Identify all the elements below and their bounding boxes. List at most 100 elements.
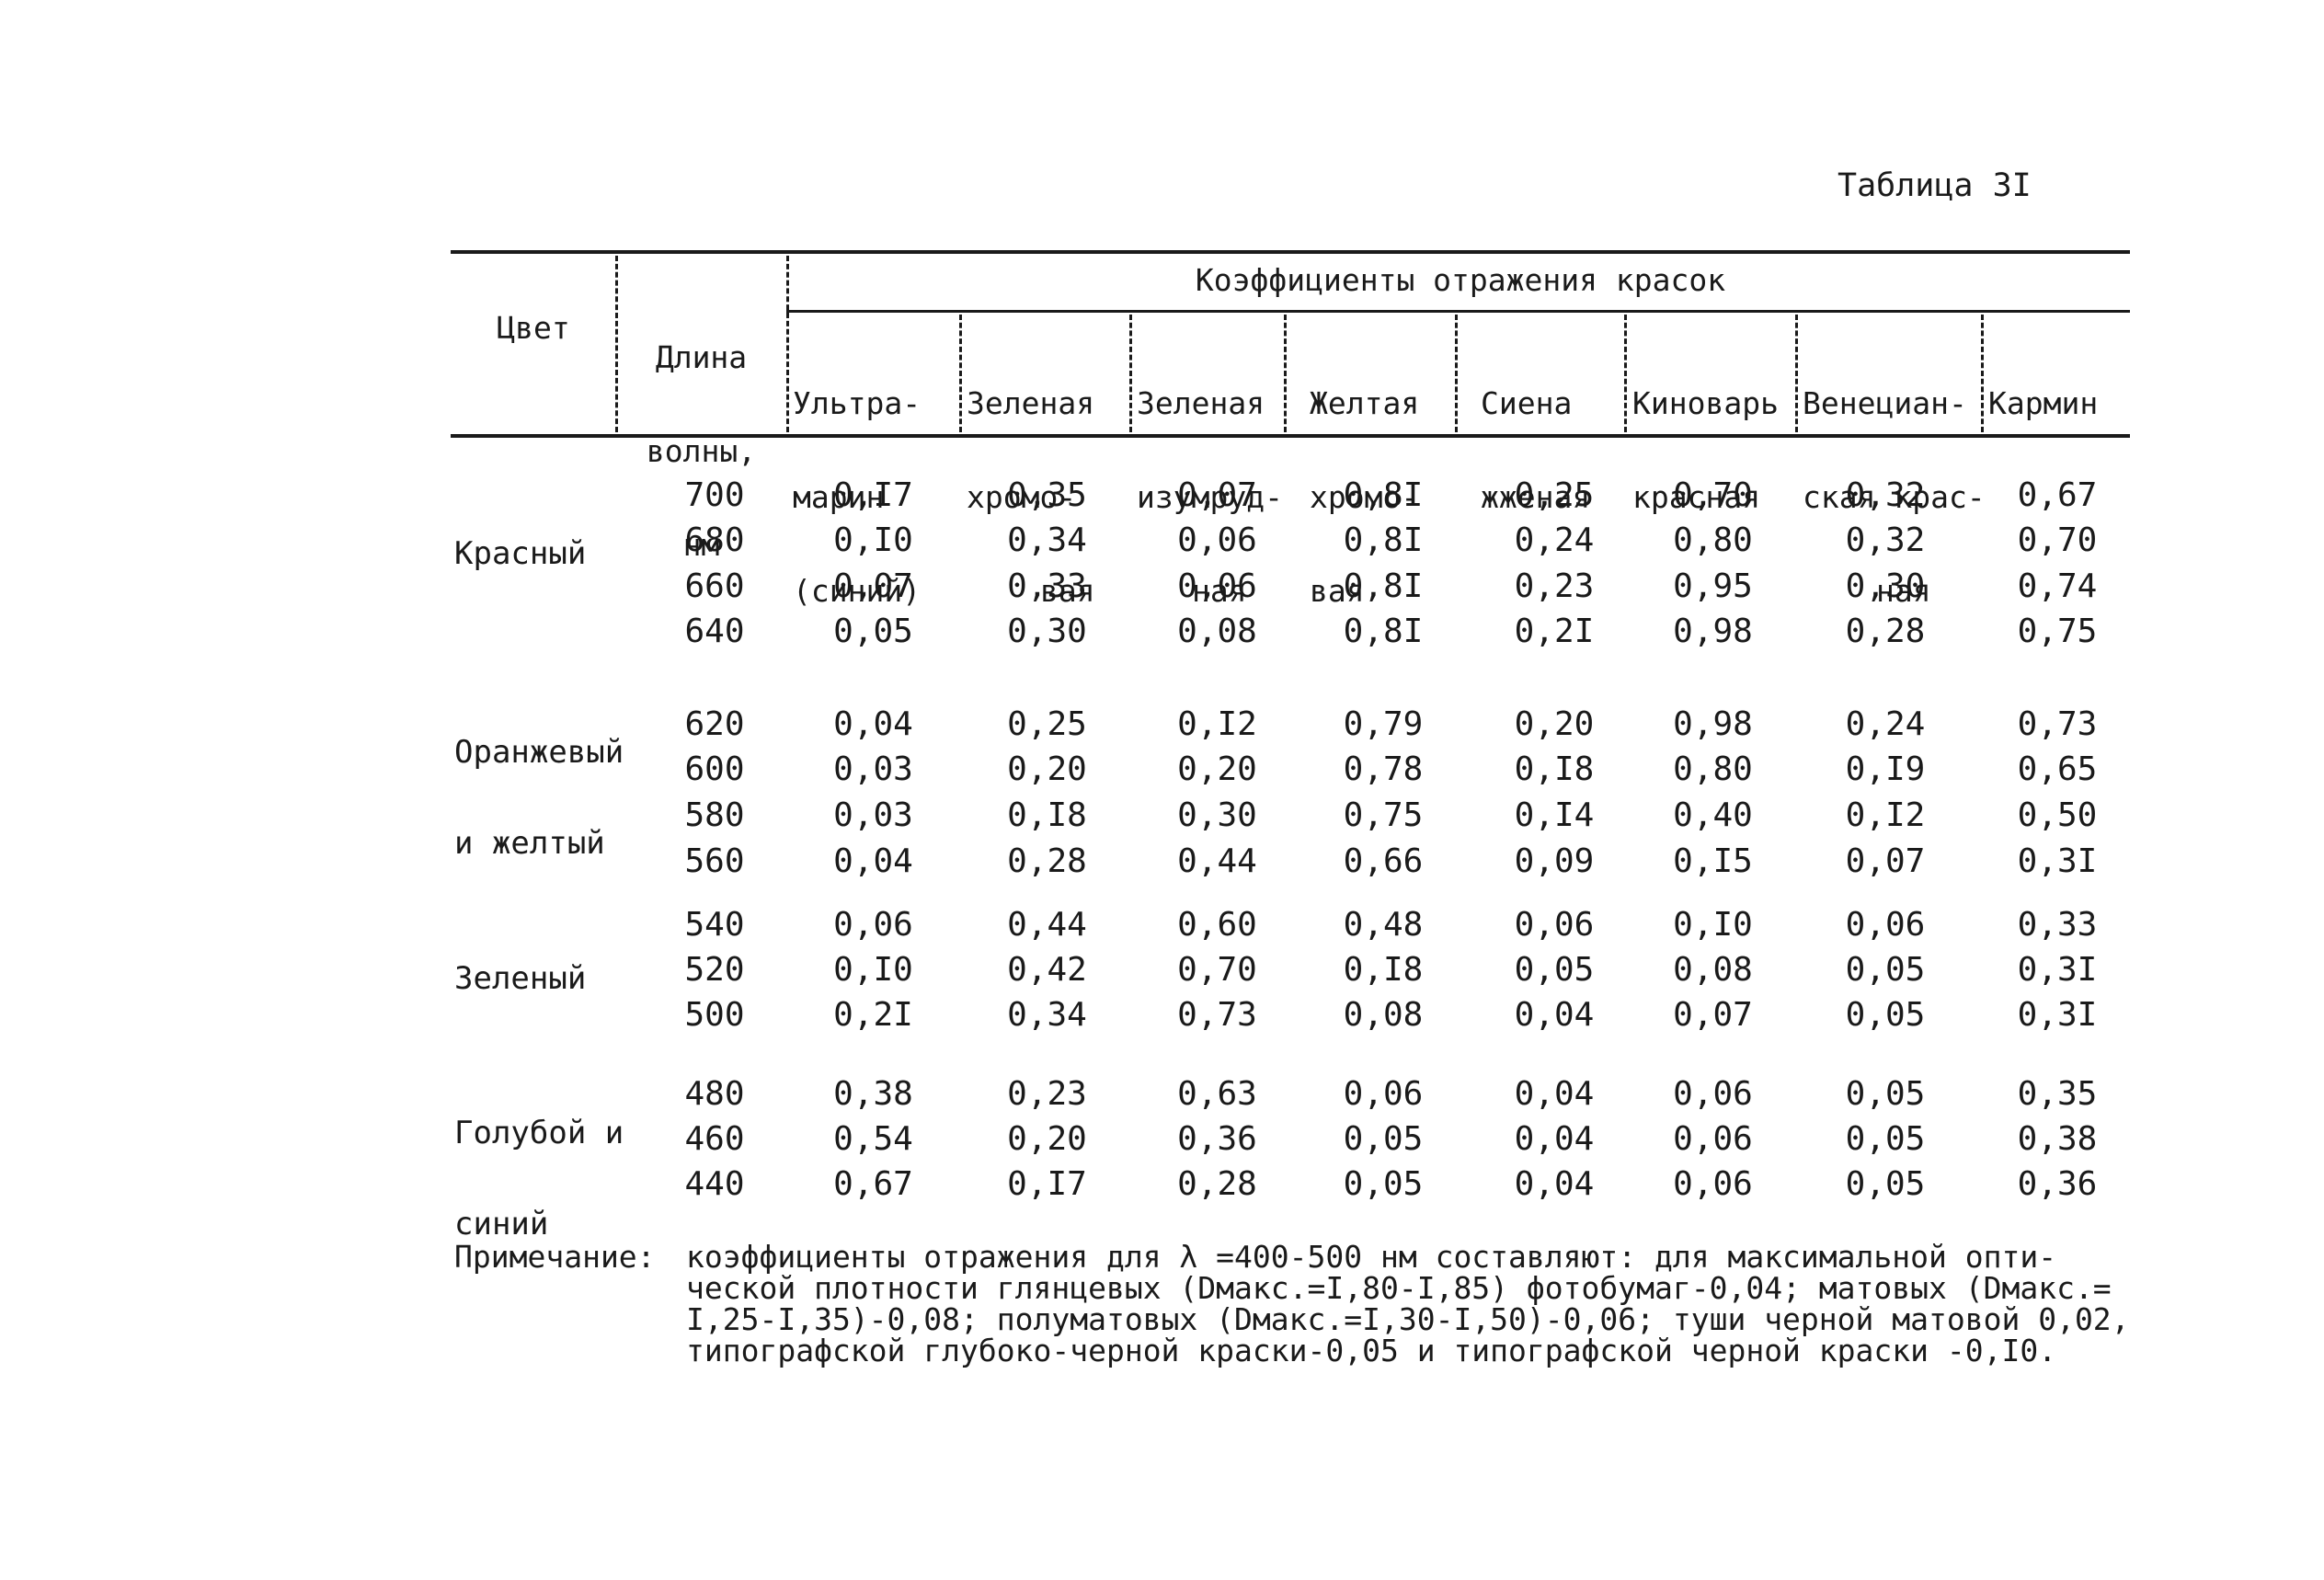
reflectance-cell: 0,38 bbox=[833, 1075, 913, 1113]
note-line: коэффициенты отражения для λ =400-500 нм… bbox=[686, 1239, 2057, 1275]
header-paint-line: Венециан- bbox=[1803, 385, 1967, 421]
reflectance-cell: 0,8I bbox=[1343, 613, 1424, 650]
reflectance-cell: 0,04 bbox=[833, 842, 913, 880]
header-color: Цвет bbox=[497, 310, 570, 346]
reflectance-cell: 0,98 bbox=[1673, 613, 1753, 650]
wavelength-cell: 540 bbox=[684, 906, 745, 944]
header-paint-ultramarine: Ультра- марин (синий) bbox=[793, 326, 921, 638]
header-paint-burnt-sienna: Сиена жженая bbox=[1481, 326, 1590, 544]
reflectance-cell: 0,30 bbox=[1007, 613, 1087, 650]
wavelength-cell: 520 bbox=[684, 951, 745, 989]
header-paint-line: жженая bbox=[1481, 479, 1591, 515]
reflectance-cell: 0,28 bbox=[1007, 842, 1087, 880]
reflectance-cell: 0,34 bbox=[1007, 996, 1087, 1034]
header-paint-line: вая bbox=[1040, 573, 1095, 609]
reflectance-cell: 0,04 bbox=[1514, 1120, 1595, 1158]
header-separator bbox=[786, 256, 789, 432]
header-bottom-rule bbox=[451, 434, 2130, 438]
header-paint-line: вая bbox=[1310, 573, 1365, 609]
wavelength-cell: 440 bbox=[684, 1165, 745, 1203]
reflectance-cell: 0,35 bbox=[1007, 476, 1087, 514]
header-paint-line: ная bbox=[1192, 573, 1247, 609]
reflectance-cell: 0,20 bbox=[1007, 1120, 1087, 1158]
reflectance-cell: 0,I2 bbox=[1845, 796, 1926, 834]
reflectance-cell: 0,78 bbox=[1343, 750, 1424, 788]
reflectance-cell: 0,54 bbox=[833, 1120, 913, 1158]
reflectance-cell: 0,48 bbox=[1343, 906, 1424, 944]
reflectance-cell: 0,I9 bbox=[1845, 750, 1926, 788]
group-label-line: Красный bbox=[454, 535, 587, 572]
header-paint-line: ская крас- bbox=[1803, 479, 1986, 515]
header-separator bbox=[959, 315, 962, 432]
wavelength-cell: 640 bbox=[684, 613, 745, 650]
reflectance-cell: 0,I7 bbox=[1007, 1165, 1087, 1203]
reflectance-cell: 0,23 bbox=[1007, 1075, 1087, 1113]
reflectance-cell: 0,75 bbox=[2017, 613, 2098, 650]
table-top-rule bbox=[451, 250, 2130, 254]
reflectance-cell: 0,73 bbox=[2017, 705, 2098, 743]
header-wavelength-line: волны, bbox=[646, 433, 757, 469]
header-paint-line: Желтая bbox=[1310, 385, 1420, 421]
reflectance-cell: 0,05 bbox=[1343, 1120, 1424, 1158]
header-wavelength: Длина волны, нм bbox=[621, 280, 782, 592]
reflectance-cell: 0,07 bbox=[833, 567, 913, 605]
reflectance-cell: 0,32 bbox=[1845, 521, 1926, 559]
reflectance-cell: 0,06 bbox=[1514, 906, 1595, 944]
group-label-line: Зеленый bbox=[454, 960, 587, 997]
reflectance-cell: 0,04 bbox=[1514, 1165, 1595, 1203]
header-paint-line: Зеленая bbox=[1137, 385, 1265, 421]
reflectance-cell: 0,05 bbox=[1845, 1165, 1926, 1203]
wavelength-cell: 680 bbox=[684, 521, 745, 559]
reflectance-cell: 0,25 bbox=[1007, 705, 1087, 743]
reflectance-cell: 0,07 bbox=[1177, 476, 1257, 514]
reflectance-cell: 0,25 bbox=[1514, 476, 1595, 514]
reflectance-cell: 0,08 bbox=[1673, 951, 1753, 989]
reflectance-cell: 0,20 bbox=[1177, 750, 1257, 788]
wavelength-cell: 500 bbox=[684, 996, 745, 1034]
header-paint-line: Ультра- bbox=[793, 385, 922, 421]
header-paint-venetian-red: Венециан- ская крас- ная bbox=[1803, 326, 1986, 638]
reflectance-cell: 0,75 bbox=[1343, 796, 1424, 834]
header-paint-line: красная bbox=[1632, 479, 1761, 515]
reflectance-cell: 0,50 bbox=[2017, 796, 2098, 834]
header-separator bbox=[615, 256, 618, 432]
reflectance-cell: 0,8I bbox=[1343, 521, 1424, 559]
header-group-title: Коэффициенты отражения красок bbox=[1195, 262, 1726, 298]
group-label-green: Зеленый bbox=[454, 903, 586, 1025]
table-number: Таблица 3I bbox=[1837, 167, 2032, 204]
wavelength-cell: 480 bbox=[684, 1075, 745, 1113]
reflectance-cell: 0,30 bbox=[1177, 796, 1257, 834]
reflectance-cell: 0,07 bbox=[1845, 842, 1926, 880]
reflectance-cell: 0,04 bbox=[1514, 1075, 1595, 1113]
header-paint-line: хромо- bbox=[1310, 479, 1420, 515]
note-line: I,25-I,35)-0,08; полуматовых (Dмакс.=I,3… bbox=[686, 1301, 2130, 1337]
reflectance-cell: 0,44 bbox=[1177, 842, 1257, 880]
reflectance-cell: 0,74 bbox=[2017, 567, 2098, 605]
reflectance-cell: 0,30 bbox=[1845, 567, 1926, 605]
reflectance-cell: 0,32 bbox=[1845, 476, 1926, 514]
reflectance-cell: 0,04 bbox=[1514, 996, 1595, 1034]
reflectance-cell: 0,06 bbox=[1845, 906, 1926, 944]
wavelength-cell: 700 bbox=[684, 476, 745, 514]
reflectance-cell: 0,06 bbox=[1177, 521, 1257, 559]
wavelength-cell: 560 bbox=[684, 842, 745, 880]
reflectance-cell: 0,24 bbox=[1514, 521, 1595, 559]
reflectance-cell: 0,98 bbox=[1673, 705, 1753, 743]
reflectance-cell: 0,I5 bbox=[1673, 842, 1753, 880]
reflectance-cell: 0,I8 bbox=[1514, 750, 1595, 788]
reflectance-cell: 0,I8 bbox=[1007, 796, 1087, 834]
header-separator bbox=[1129, 315, 1132, 432]
header-paint-line: Киноварь bbox=[1632, 385, 1779, 421]
reflectance-cell: 0,3I bbox=[2017, 951, 2098, 989]
reflectance-cell: 0,8I bbox=[1343, 476, 1424, 514]
reflectance-cell: 0,20 bbox=[1514, 705, 1595, 743]
reflectance-cell: 0,80 bbox=[1673, 750, 1753, 788]
reflectance-cell: 0,65 bbox=[2017, 750, 2098, 788]
reflectance-cell: 0,05 bbox=[1845, 996, 1926, 1034]
note-line: типографской глубоко-черной краски-0,05 … bbox=[686, 1333, 2057, 1368]
header-separator bbox=[1981, 315, 1984, 432]
header-paint-line: марин bbox=[793, 479, 885, 515]
reflectance-cell: 0,06 bbox=[1343, 1075, 1424, 1113]
group-label-line: Оранжевый bbox=[454, 734, 624, 771]
reflectance-cell: 0,38 bbox=[2017, 1120, 2098, 1158]
